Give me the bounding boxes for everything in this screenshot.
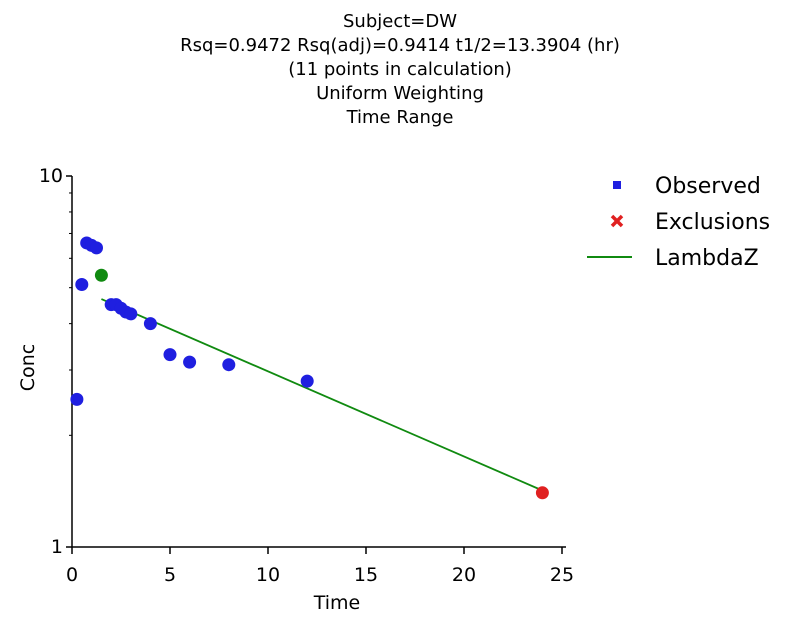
chart-title-line: (11 points in calculation) [288, 59, 512, 80]
legend-label: Exclusions [655, 210, 770, 235]
chart-title: Subject=DW Rsq=0.9472 Rsq(adj)=0.9414 t1/… [180, 11, 620, 128]
chart-title-line: Time Range [346, 107, 454, 128]
x-tick-label: 20 [452, 564, 476, 586]
observed-point [75, 277, 89, 291]
chart-title-line: Rsq=0.9472 Rsq(adj)=0.9414 t1/2=13.3904 … [180, 35, 620, 56]
observed-point [143, 317, 157, 331]
legend-label: Observed [655, 174, 761, 199]
observed-point [183, 355, 197, 369]
legend-label: LambdaZ [655, 246, 759, 271]
observed-point [300, 374, 314, 388]
x-tick-label: 10 [256, 564, 280, 586]
lambdaz-start-point [94, 268, 108, 282]
x-tick-label: 25 [550, 564, 574, 586]
excluded-point [535, 486, 549, 500]
observed-point [70, 392, 84, 406]
x-tick-label: 0 [66, 564, 78, 586]
x-tick-label: 15 [354, 564, 378, 586]
chart-title-line: Uniform Weighting [316, 83, 484, 104]
data-points [70, 236, 549, 500]
axes [71, 176, 566, 548]
y-axis-label: Conc [17, 344, 39, 391]
x-tick-label: 5 [164, 564, 176, 586]
observed-point [124, 307, 138, 321]
fit-lines [101, 298, 543, 492]
y-tick-label: 10 [39, 165, 63, 187]
chart-title-line: Subject=DW [343, 11, 457, 32]
legend: Observed Exclusions LambdaZ [587, 174, 770, 271]
y-tick-label: 1 [51, 536, 63, 558]
axis-ticks: 0 5 10 15 20 25 1 10 [39, 165, 574, 586]
x-axis-label: Time [313, 592, 361, 614]
lambdaz-line [101, 298, 543, 492]
observed-point [163, 348, 177, 362]
legend-observed-marker [613, 181, 621, 189]
observed-point [222, 358, 236, 372]
observed-point [90, 241, 103, 255]
legend-exclusions-marker [610, 214, 624, 228]
